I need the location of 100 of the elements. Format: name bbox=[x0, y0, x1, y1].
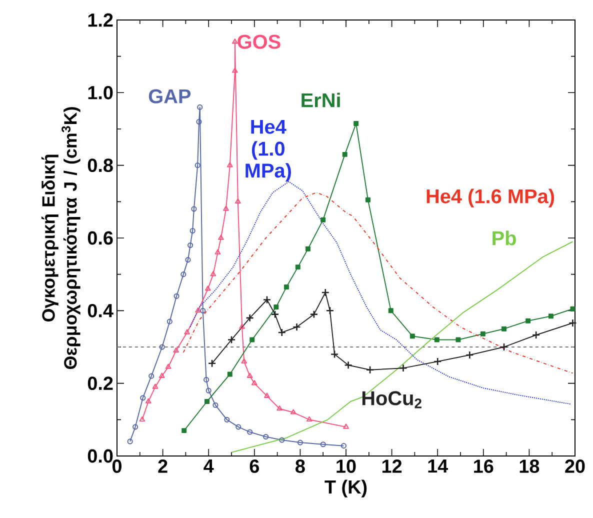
point bbox=[330, 350, 339, 358]
x-tick-label: 10 bbox=[336, 460, 356, 473]
point bbox=[295, 264, 300, 270]
point bbox=[466, 350, 474, 360]
point bbox=[388, 308, 394, 314]
point bbox=[148, 373, 154, 379]
point bbox=[247, 429, 253, 435]
point bbox=[166, 318, 172, 324]
point bbox=[365, 197, 370, 202]
point bbox=[354, 121, 359, 126]
point bbox=[278, 328, 286, 337]
point bbox=[140, 395, 146, 401]
point bbox=[132, 424, 138, 430]
point bbox=[284, 284, 289, 290]
point bbox=[456, 337, 461, 342]
y-tick-label: 0.6 bbox=[88, 231, 113, 245]
point bbox=[232, 38, 238, 44]
point bbox=[234, 198, 241, 204]
point bbox=[310, 310, 318, 318]
point bbox=[250, 337, 255, 342]
point bbox=[226, 162, 233, 168]
point bbox=[152, 384, 158, 389]
point bbox=[344, 361, 352, 370]
point bbox=[206, 388, 212, 394]
point bbox=[251, 380, 258, 386]
x-tick-label: 16 bbox=[474, 460, 494, 473]
point bbox=[434, 337, 440, 342]
point bbox=[187, 242, 194, 248]
point bbox=[297, 440, 303, 446]
point bbox=[500, 342, 508, 352]
point bbox=[180, 272, 186, 278]
point bbox=[306, 416, 312, 422]
point bbox=[532, 330, 540, 340]
point bbox=[480, 331, 486, 336]
point bbox=[342, 152, 348, 157]
point bbox=[145, 398, 152, 404]
point bbox=[568, 318, 577, 328]
point bbox=[212, 402, 218, 408]
point bbox=[320, 217, 326, 222]
y-tick-label: 0.8 bbox=[88, 158, 113, 172]
point bbox=[276, 405, 283, 411]
series-label: ErNi bbox=[302, 92, 340, 108]
point bbox=[292, 322, 301, 332]
point bbox=[182, 428, 187, 434]
series-label: GOS bbox=[238, 34, 280, 49]
point bbox=[159, 344, 165, 350]
point bbox=[227, 372, 232, 377]
point bbox=[246, 372, 253, 378]
x-tick-label: 6 bbox=[250, 460, 259, 473]
point bbox=[236, 424, 242, 430]
point bbox=[246, 314, 254, 322]
point bbox=[239, 324, 245, 329]
point bbox=[548, 314, 554, 319]
point bbox=[502, 326, 507, 332]
point bbox=[264, 392, 270, 398]
point bbox=[305, 246, 310, 252]
point bbox=[274, 304, 279, 310]
x-tick-label: 12 bbox=[382, 460, 402, 473]
x-tick-label: 2 bbox=[158, 460, 168, 473]
point bbox=[204, 399, 210, 404]
point bbox=[320, 442, 326, 448]
x-axis-title: T (K) bbox=[324, 480, 367, 498]
x-tick-label: 18 bbox=[520, 460, 540, 473]
point bbox=[196, 118, 202, 125]
y-tick-label: 1.2 bbox=[88, 13, 113, 27]
point bbox=[173, 347, 179, 353]
point bbox=[410, 334, 415, 339]
series-label: He4 (1.0 MPa) bbox=[246, 120, 291, 182]
point bbox=[326, 306, 334, 315]
y-axis-title: Ογκομετρική Ειδική Θερμοχωρητικότητα J / (cm$^{3}$K) bbox=[41, 107, 80, 370]
point bbox=[214, 249, 221, 254]
x-tick-label: 0 bbox=[112, 460, 122, 473]
point bbox=[191, 206, 197, 212]
y-tick-label: 0.0 bbox=[88, 449, 113, 463]
point bbox=[270, 310, 280, 318]
point bbox=[197, 104, 203, 110]
y-tick-label: 1.0 bbox=[88, 86, 113, 100]
point bbox=[208, 359, 216, 368]
point bbox=[232, 68, 238, 73]
point bbox=[174, 293, 180, 299]
x-tick-label: 8 bbox=[296, 460, 305, 473]
point bbox=[190, 228, 196, 234]
x-tick-label: 4 bbox=[204, 460, 214, 473]
point bbox=[210, 271, 216, 276]
point bbox=[224, 416, 230, 422]
y-tick-label: 0.4 bbox=[88, 304, 114, 318]
series-label: GAP bbox=[148, 89, 191, 104]
point bbox=[263, 434, 269, 440]
point bbox=[218, 234, 224, 240]
series-label: HoCu$_{2}$ bbox=[362, 391, 422, 408]
point bbox=[227, 336, 236, 344]
point bbox=[526, 318, 531, 324]
x-tick-label: 14 bbox=[428, 460, 448, 473]
point bbox=[194, 162, 200, 168]
point bbox=[366, 366, 374, 374]
point bbox=[204, 286, 211, 291]
point bbox=[279, 437, 285, 443]
point bbox=[204, 376, 210, 382]
point bbox=[570, 306, 576, 312]
point bbox=[290, 409, 296, 414]
